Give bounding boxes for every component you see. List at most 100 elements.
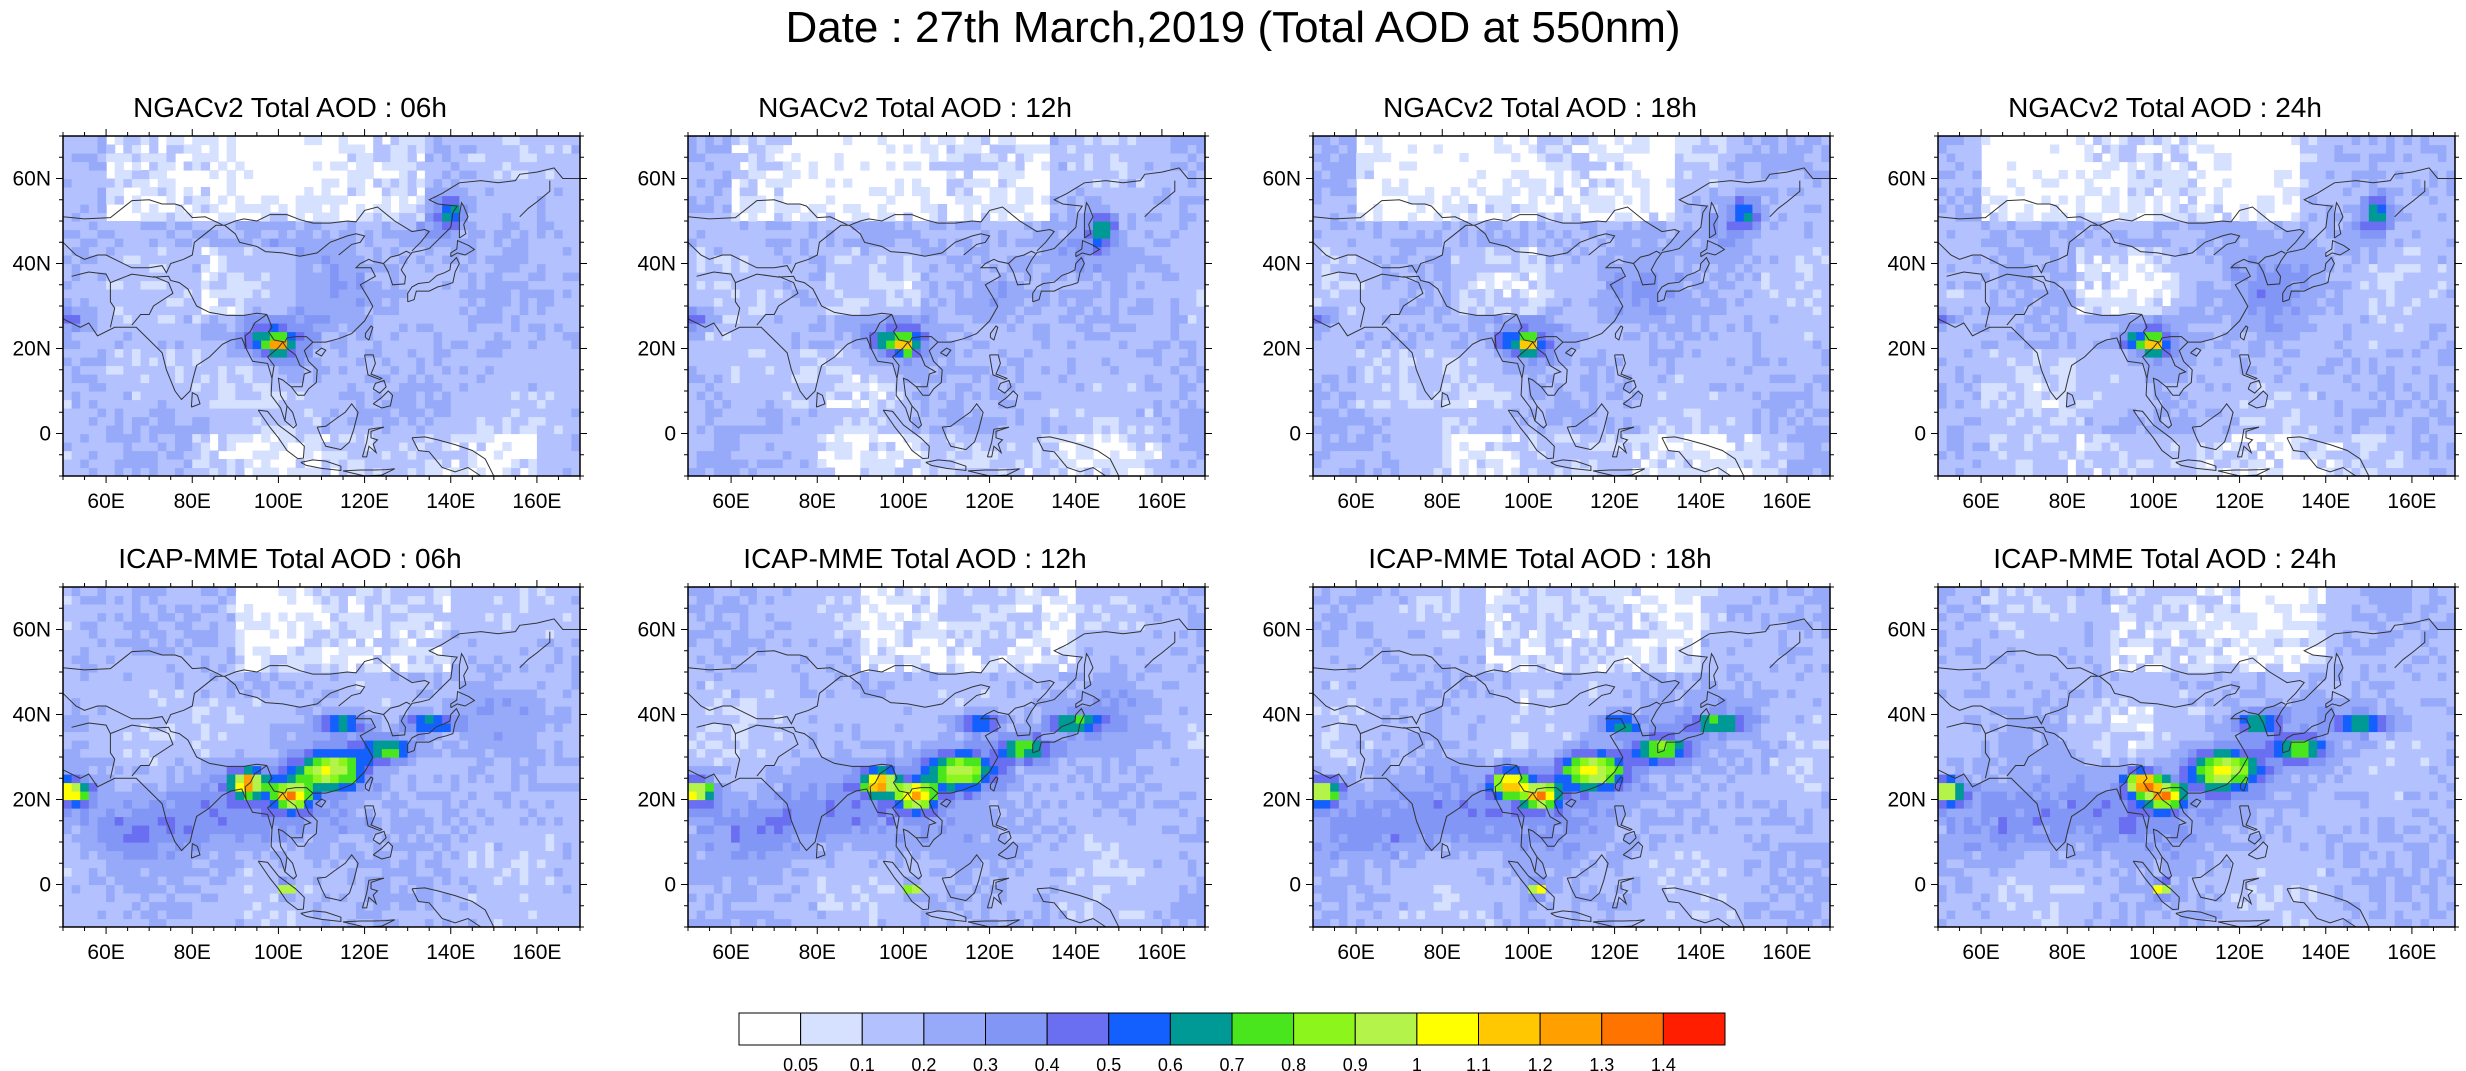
lat-tick-label: 0 <box>39 423 51 446</box>
coastlines <box>1313 167 1830 476</box>
lon-tick-label: 100E <box>879 490 928 513</box>
lon-tick-label: 80E <box>799 941 836 964</box>
lon-tick-label: 60E <box>712 490 749 513</box>
lat-tick-label: 60N <box>1887 619 1926 642</box>
lon-tick-label: 100E <box>254 490 303 513</box>
lon-tick-label: 100E <box>254 941 303 964</box>
lat-tick-label: 60N <box>12 619 51 642</box>
aod-map: 60E 80E 100E 120E 140E 160E 60N 40N 20N 0 <box>637 580 1212 964</box>
colorbar-label: 0.05 <box>783 1055 818 1071</box>
lon-tick-label: 60E <box>1337 941 1374 964</box>
lat-tick-label: 0 <box>1914 423 1926 446</box>
lat-tick-label: 40N <box>12 704 51 727</box>
lon-tick-label: 160E <box>1762 490 1811 513</box>
colorbar-label: 0.4 <box>1035 1055 1060 1071</box>
lon-tick-label: 160E <box>2387 941 2436 964</box>
colorbar-label: 1.2 <box>1528 1055 1553 1071</box>
lat-tick-label: 40N <box>1887 704 1926 727</box>
coastlines <box>63 167 580 476</box>
aod-field <box>1938 587 2455 927</box>
colorbar-swatch <box>800 1012 863 1046</box>
panel-title: NGACv2 Total AOD : 06h <box>133 92 447 123</box>
colorbar-label: 0.1 <box>850 1055 875 1071</box>
lat-tick-label: 60N <box>637 168 676 191</box>
aod-map: 60E 80E 100E 120E 140E 160E 60N 40N 20N 0 <box>637 129 1212 513</box>
lon-tick-label: 100E <box>1504 490 1553 513</box>
aod-field <box>1313 136 1830 476</box>
lon-tick-label: 160E <box>1137 941 1186 964</box>
lon-tick-label: 140E <box>1676 490 1725 513</box>
map-panel-icap-18h: ICAP-MME Total AOD : 18h 60E 80E 100E 120E 1… <box>1250 539 1837 989</box>
aod-field <box>63 587 580 927</box>
lat-tick-label: 20N <box>1262 338 1301 361</box>
lon-tick-label: 140E <box>426 490 475 513</box>
map-panel-ngac-12h: NGACv2 Total AOD : 12h 60E 80E 100E 120E 140… <box>625 88 1212 538</box>
lat-tick-label: 60N <box>637 619 676 642</box>
colorbar-swatch <box>1046 1012 1110 1046</box>
lat-tick-label: 0 <box>39 874 51 897</box>
lon-tick-label: 100E <box>879 941 928 964</box>
lon-tick-label: 80E <box>2049 941 2086 964</box>
lat-tick-label: 20N <box>1887 789 1926 812</box>
coastlines <box>1938 618 2455 927</box>
colorbar-label: 1 <box>1412 1055 1422 1071</box>
lon-tick-label: 80E <box>799 490 836 513</box>
lat-tick-label: 20N <box>637 789 676 812</box>
axis-ticks <box>681 129 1212 483</box>
aod-field <box>1313 587 1830 927</box>
lat-tick-label: 40N <box>1887 253 1926 276</box>
axis-ticks <box>56 580 587 934</box>
lon-tick-label: 140E <box>2301 941 2350 964</box>
panel-title: ICAP-MME Total AOD : 06h <box>118 543 462 574</box>
colorbar-swatch <box>1231 1012 1295 1046</box>
lon-tick-label: 100E <box>2129 941 2178 964</box>
axis-ticks <box>1931 580 2462 934</box>
lat-tick-label: 40N <box>637 704 676 727</box>
lon-tick-label: 100E <box>1504 941 1553 964</box>
colorbar-label: 1.4 <box>1651 1055 1676 1071</box>
panel-title: NGACv2 Total AOD : 12h <box>758 92 1072 123</box>
map-panel-ngac-18h: NGACv2 Total AOD : 18h 60E 80E 100E 120E 140… <box>1250 88 1837 538</box>
coastlines <box>63 618 580 927</box>
lat-tick-label: 20N <box>12 338 51 361</box>
aod-map: 60E 80E 100E 120E 140E 160E 60N 40N 20N 0 <box>12 580 587 964</box>
colorbar-label: 0.8 <box>1281 1055 1306 1071</box>
map-panel-icap-12h: ICAP-MME Total AOD : 12h 60E 80E 100E 120E 1… <box>625 539 1212 989</box>
colorbar-label: 0.6 <box>1158 1055 1183 1071</box>
colorbar-label: 0.2 <box>911 1055 936 1071</box>
lon-tick-label: 60E <box>1962 941 1999 964</box>
lat-tick-label: 0 <box>1289 874 1301 897</box>
axis-ticks <box>1306 580 1837 934</box>
lat-tick-label: 40N <box>12 253 51 276</box>
colorbar-swatch <box>861 1012 925 1046</box>
lon-tick-label: 140E <box>1051 490 1100 513</box>
aod-map: 60E 80E 100E 120E 140E 160E 60N 40N 20N 0 <box>1887 580 2462 964</box>
lon-tick-label: 140E <box>426 941 475 964</box>
lat-tick-label: 20N <box>12 789 51 812</box>
lon-tick-label: 140E <box>2301 490 2350 513</box>
lat-tick-label: 60N <box>12 168 51 191</box>
lat-tick-label: 60N <box>1262 168 1301 191</box>
axis-ticks <box>1306 129 1837 483</box>
lon-tick-label: 80E <box>1424 490 1461 513</box>
colorbar-label: 0.7 <box>1219 1055 1244 1071</box>
lat-tick-label: 40N <box>637 253 676 276</box>
colorbar-swatch <box>738 1012 802 1046</box>
lon-tick-label: 60E <box>87 941 124 964</box>
colorbar-label: 0.3 <box>973 1055 998 1071</box>
colorbar-swatch <box>1354 1012 1418 1046</box>
lat-tick-label: 60N <box>1887 168 1926 191</box>
lon-tick-label: 140E <box>1676 941 1725 964</box>
lon-tick-label: 80E <box>174 490 211 513</box>
panel-title: ICAP-MME Total AOD : 12h <box>743 543 1087 574</box>
lon-tick-label: 160E <box>2387 490 2436 513</box>
lon-tick-label: 120E <box>340 941 389 964</box>
lon-tick-label: 60E <box>87 490 124 513</box>
lat-tick-label: 20N <box>637 338 676 361</box>
colorbar-swatch <box>1416 1012 1479 1046</box>
lon-tick-label: 80E <box>1424 941 1461 964</box>
aod-field <box>688 587 1205 927</box>
coastlines <box>688 618 1205 927</box>
colorbar-swatch <box>1293 1012 1356 1046</box>
aod-colorbar: 0.05 0.1 0.2 0.3 0.4 0.5 0.6 0.7 0.8 0.9 1 1.1 1.2 1.… <box>738 1012 1726 1071</box>
